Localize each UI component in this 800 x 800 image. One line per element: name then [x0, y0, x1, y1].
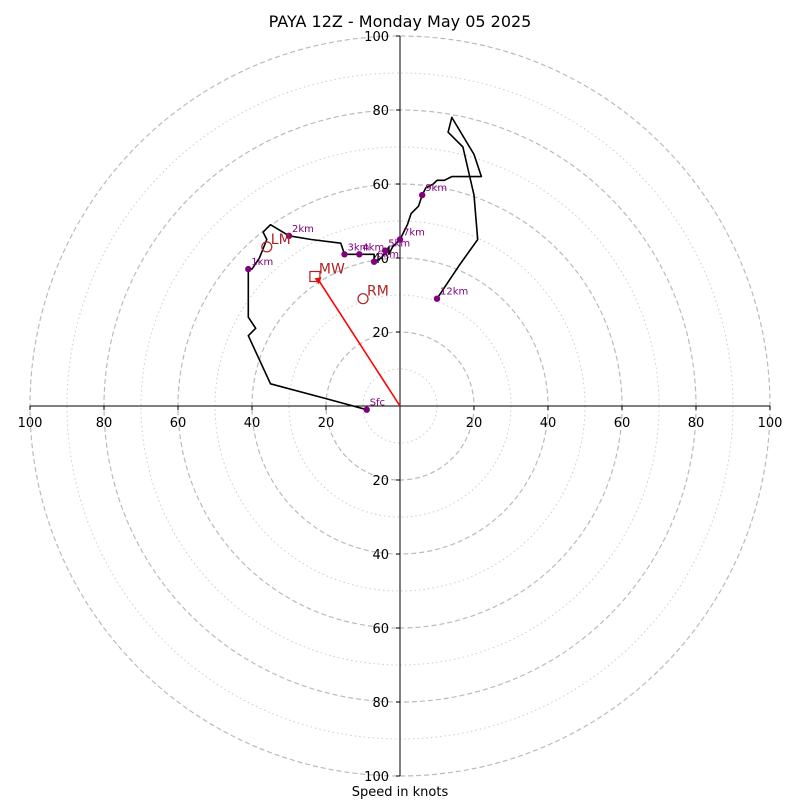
- x-tick-label: 60: [614, 416, 631, 431]
- height-point-2km: [285, 232, 293, 239]
- tick-labels: 100 80 60 40 20 20 40 60 80 100100806040202040608…: [18, 30, 783, 785]
- x-tick-label: 100: [758, 416, 783, 431]
- height-label-Sfc: Sfc: [370, 398, 385, 409]
- height-label-12km: 12km: [440, 287, 468, 298]
- storm-motion-marker-RM: [357, 293, 369, 305]
- y-tick-label: 80: [372, 104, 389, 119]
- y-tick-label: 20: [372, 326, 389, 341]
- shear-vector-line: [317, 279, 401, 407]
- x-tick-label: 100: [18, 416, 43, 431]
- y-tick-label: 60: [372, 622, 389, 637]
- height-point-9km: [419, 191, 426, 199]
- height-label-6km: 6km: [377, 250, 399, 261]
- storm-motion-marker-LM: [261, 241, 273, 253]
- height-point-6km: [370, 258, 378, 265]
- height-label-9km: 9km: [425, 183, 447, 194]
- x-tick-label: 80: [96, 416, 113, 431]
- y-tick-label: 100: [364, 770, 389, 785]
- storm-motion-markers: LM MW RM: [261, 232, 389, 305]
- x-axis-label: Speed in knots: [352, 785, 449, 800]
- y-tick-label: 100: [364, 30, 389, 45]
- storm-motion-marker-MW: [309, 270, 321, 283]
- height-point-4km: [356, 251, 363, 258]
- chart-title: PAYA 12Z - Monday May 05 2025: [269, 12, 532, 31]
- height-point-Sfc: [363, 406, 370, 413]
- height-point-3km: [341, 251, 348, 258]
- y-tick-label: 20: [372, 474, 389, 489]
- height-label-7km: 7km: [403, 228, 425, 239]
- x-tick-label: 20: [318, 416, 335, 431]
- height-point-5km: [382, 247, 389, 254]
- x-tick-label: 40: [540, 416, 557, 431]
- height-point-7km: [396, 236, 404, 243]
- x-tick-label: 20: [466, 416, 483, 431]
- y-tick-label: 80: [372, 696, 389, 711]
- height-point-1km: [245, 265, 252, 273]
- x-tick-label: 60: [170, 416, 187, 431]
- height-label-5km: 5km: [388, 239, 410, 250]
- height-point-12km: [433, 295, 441, 302]
- hodograph-line: [247, 116, 483, 411]
- x-tick-label: 40: [244, 416, 261, 431]
- hodograph-trace: [247, 116, 483, 411]
- height-label-3km: 3km: [348, 242, 370, 253]
- height-label-4km: 4km: [362, 242, 384, 253]
- y-tick-label: 40: [372, 548, 389, 563]
- height-label-1km: 1km: [251, 257, 273, 268]
- storm-motion-label-MW: MW: [319, 262, 345, 278]
- storm-motion-label-LM: LM: [271, 232, 291, 248]
- storm-motion-label-RM: RM: [367, 284, 389, 300]
- height-label-2km: 2km: [292, 224, 314, 235]
- x-tick-label: 80: [688, 416, 705, 431]
- y-tick-label: 60: [372, 178, 389, 193]
